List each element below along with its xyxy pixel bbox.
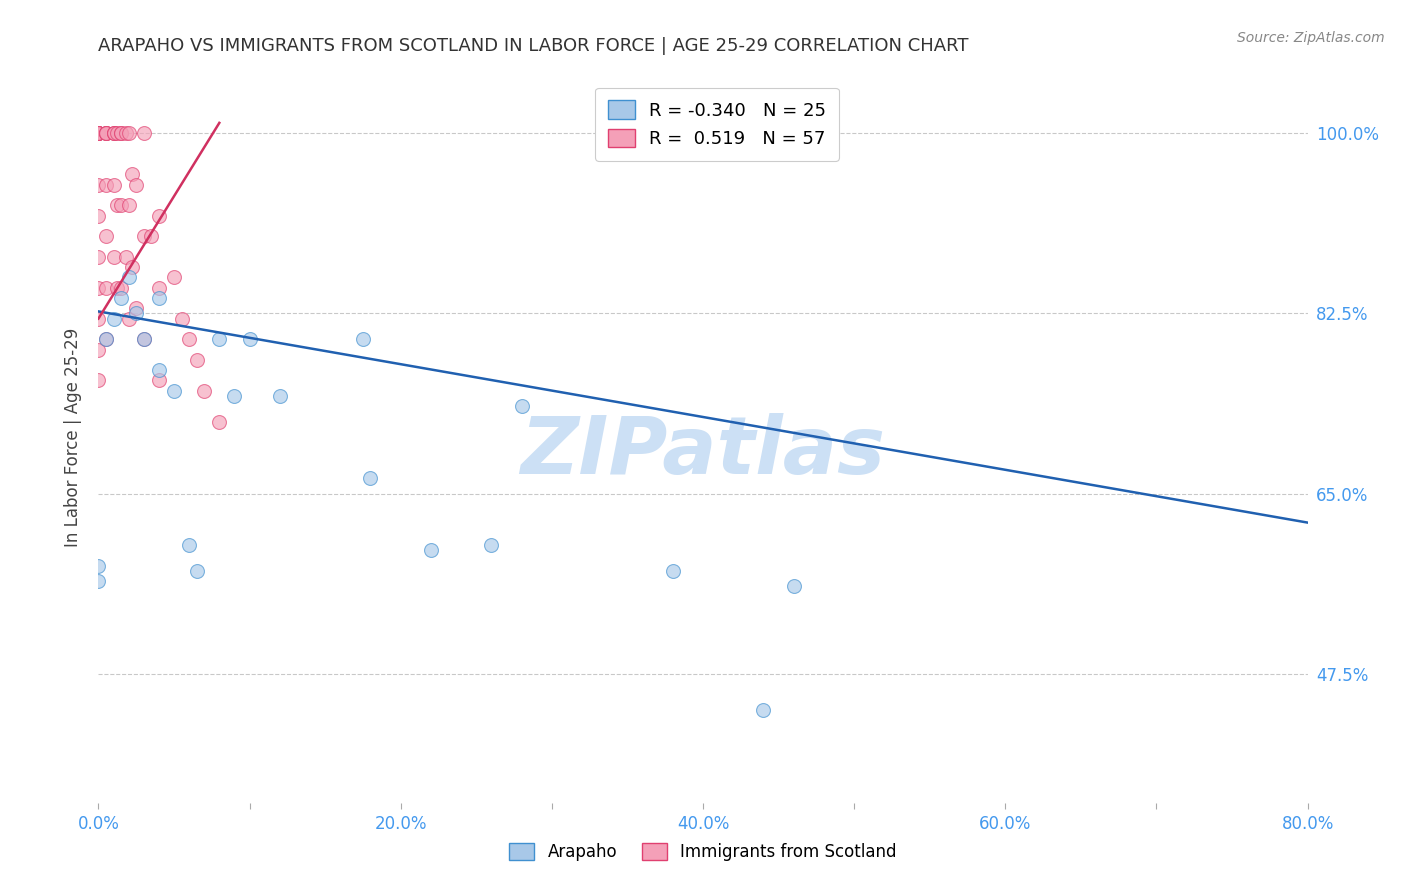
Point bbox=[87, 209, 110, 223]
Point bbox=[103, 178, 125, 192]
Point bbox=[114, 250, 136, 264]
Point bbox=[118, 198, 141, 212]
Point bbox=[87, 373, 110, 387]
Point bbox=[208, 332, 231, 346]
Point bbox=[783, 579, 806, 593]
Point bbox=[87, 126, 110, 140]
Point bbox=[148, 209, 170, 223]
Text: ARAPAHO VS IMMIGRANTS FROM SCOTLAND IN LABOR FORCE | AGE 25-29 CORRELATION CHART: ARAPAHO VS IMMIGRANTS FROM SCOTLAND IN L… bbox=[98, 37, 969, 54]
Point bbox=[118, 126, 141, 140]
Point bbox=[105, 126, 128, 140]
Point bbox=[103, 126, 125, 140]
Point bbox=[94, 126, 117, 140]
Point bbox=[110, 126, 132, 140]
Point bbox=[110, 126, 132, 140]
Point bbox=[87, 126, 110, 140]
Point bbox=[179, 538, 201, 552]
Point bbox=[360, 471, 382, 485]
Point bbox=[239, 332, 262, 346]
Point bbox=[148, 291, 170, 305]
Point bbox=[87, 126, 110, 140]
Point bbox=[110, 281, 132, 295]
Point bbox=[132, 332, 155, 346]
Point bbox=[110, 198, 132, 212]
Point bbox=[163, 384, 186, 398]
Point bbox=[481, 538, 503, 552]
Legend: R = -0.340   N = 25, R =  0.519   N = 57: R = -0.340 N = 25, R = 0.519 N = 57 bbox=[595, 87, 839, 161]
Point bbox=[141, 229, 163, 244]
Point bbox=[94, 229, 117, 244]
Point bbox=[87, 126, 110, 140]
Point bbox=[163, 270, 186, 285]
Point bbox=[125, 301, 148, 316]
Point bbox=[121, 260, 143, 274]
Point bbox=[208, 415, 231, 429]
Point bbox=[87, 281, 110, 295]
Point bbox=[148, 281, 170, 295]
Point bbox=[179, 332, 201, 346]
Point bbox=[94, 178, 117, 192]
Point bbox=[110, 291, 132, 305]
Point bbox=[87, 558, 110, 573]
Point bbox=[87, 178, 110, 192]
Point bbox=[105, 198, 128, 212]
Point bbox=[103, 126, 125, 140]
Point bbox=[125, 178, 148, 192]
Point bbox=[94, 126, 117, 140]
Point bbox=[94, 332, 117, 346]
Point bbox=[193, 384, 215, 398]
Point bbox=[114, 126, 136, 140]
Point bbox=[224, 389, 246, 403]
Point bbox=[661, 564, 683, 578]
Point bbox=[87, 126, 110, 140]
Point bbox=[103, 311, 125, 326]
Point bbox=[132, 229, 155, 244]
Point bbox=[94, 281, 117, 295]
Point bbox=[269, 389, 291, 403]
Point bbox=[186, 564, 208, 578]
Point bbox=[132, 332, 155, 346]
Point bbox=[87, 250, 110, 264]
Text: Source: ZipAtlas.com: Source: ZipAtlas.com bbox=[1237, 31, 1385, 45]
Y-axis label: In Labor Force | Age 25-29: In Labor Force | Age 25-29 bbox=[65, 327, 83, 547]
Point bbox=[118, 270, 141, 285]
Point bbox=[105, 281, 128, 295]
Point bbox=[94, 332, 117, 346]
Point bbox=[148, 373, 170, 387]
Point bbox=[352, 332, 374, 346]
Point bbox=[132, 126, 155, 140]
Point bbox=[87, 343, 110, 357]
Point bbox=[121, 167, 143, 181]
Point bbox=[103, 250, 125, 264]
Point bbox=[87, 574, 110, 589]
Point bbox=[94, 126, 117, 140]
Point bbox=[148, 363, 170, 377]
Point bbox=[87, 126, 110, 140]
Point bbox=[420, 543, 443, 558]
Point bbox=[118, 311, 141, 326]
Point bbox=[510, 399, 533, 413]
Point bbox=[125, 306, 148, 320]
Point bbox=[186, 352, 208, 367]
Point bbox=[87, 126, 110, 140]
Text: ZIPatlas: ZIPatlas bbox=[520, 413, 886, 491]
Point bbox=[87, 126, 110, 140]
Point bbox=[752, 703, 775, 717]
Point bbox=[87, 311, 110, 326]
Point bbox=[170, 311, 193, 326]
Point bbox=[94, 126, 117, 140]
Point bbox=[103, 126, 125, 140]
